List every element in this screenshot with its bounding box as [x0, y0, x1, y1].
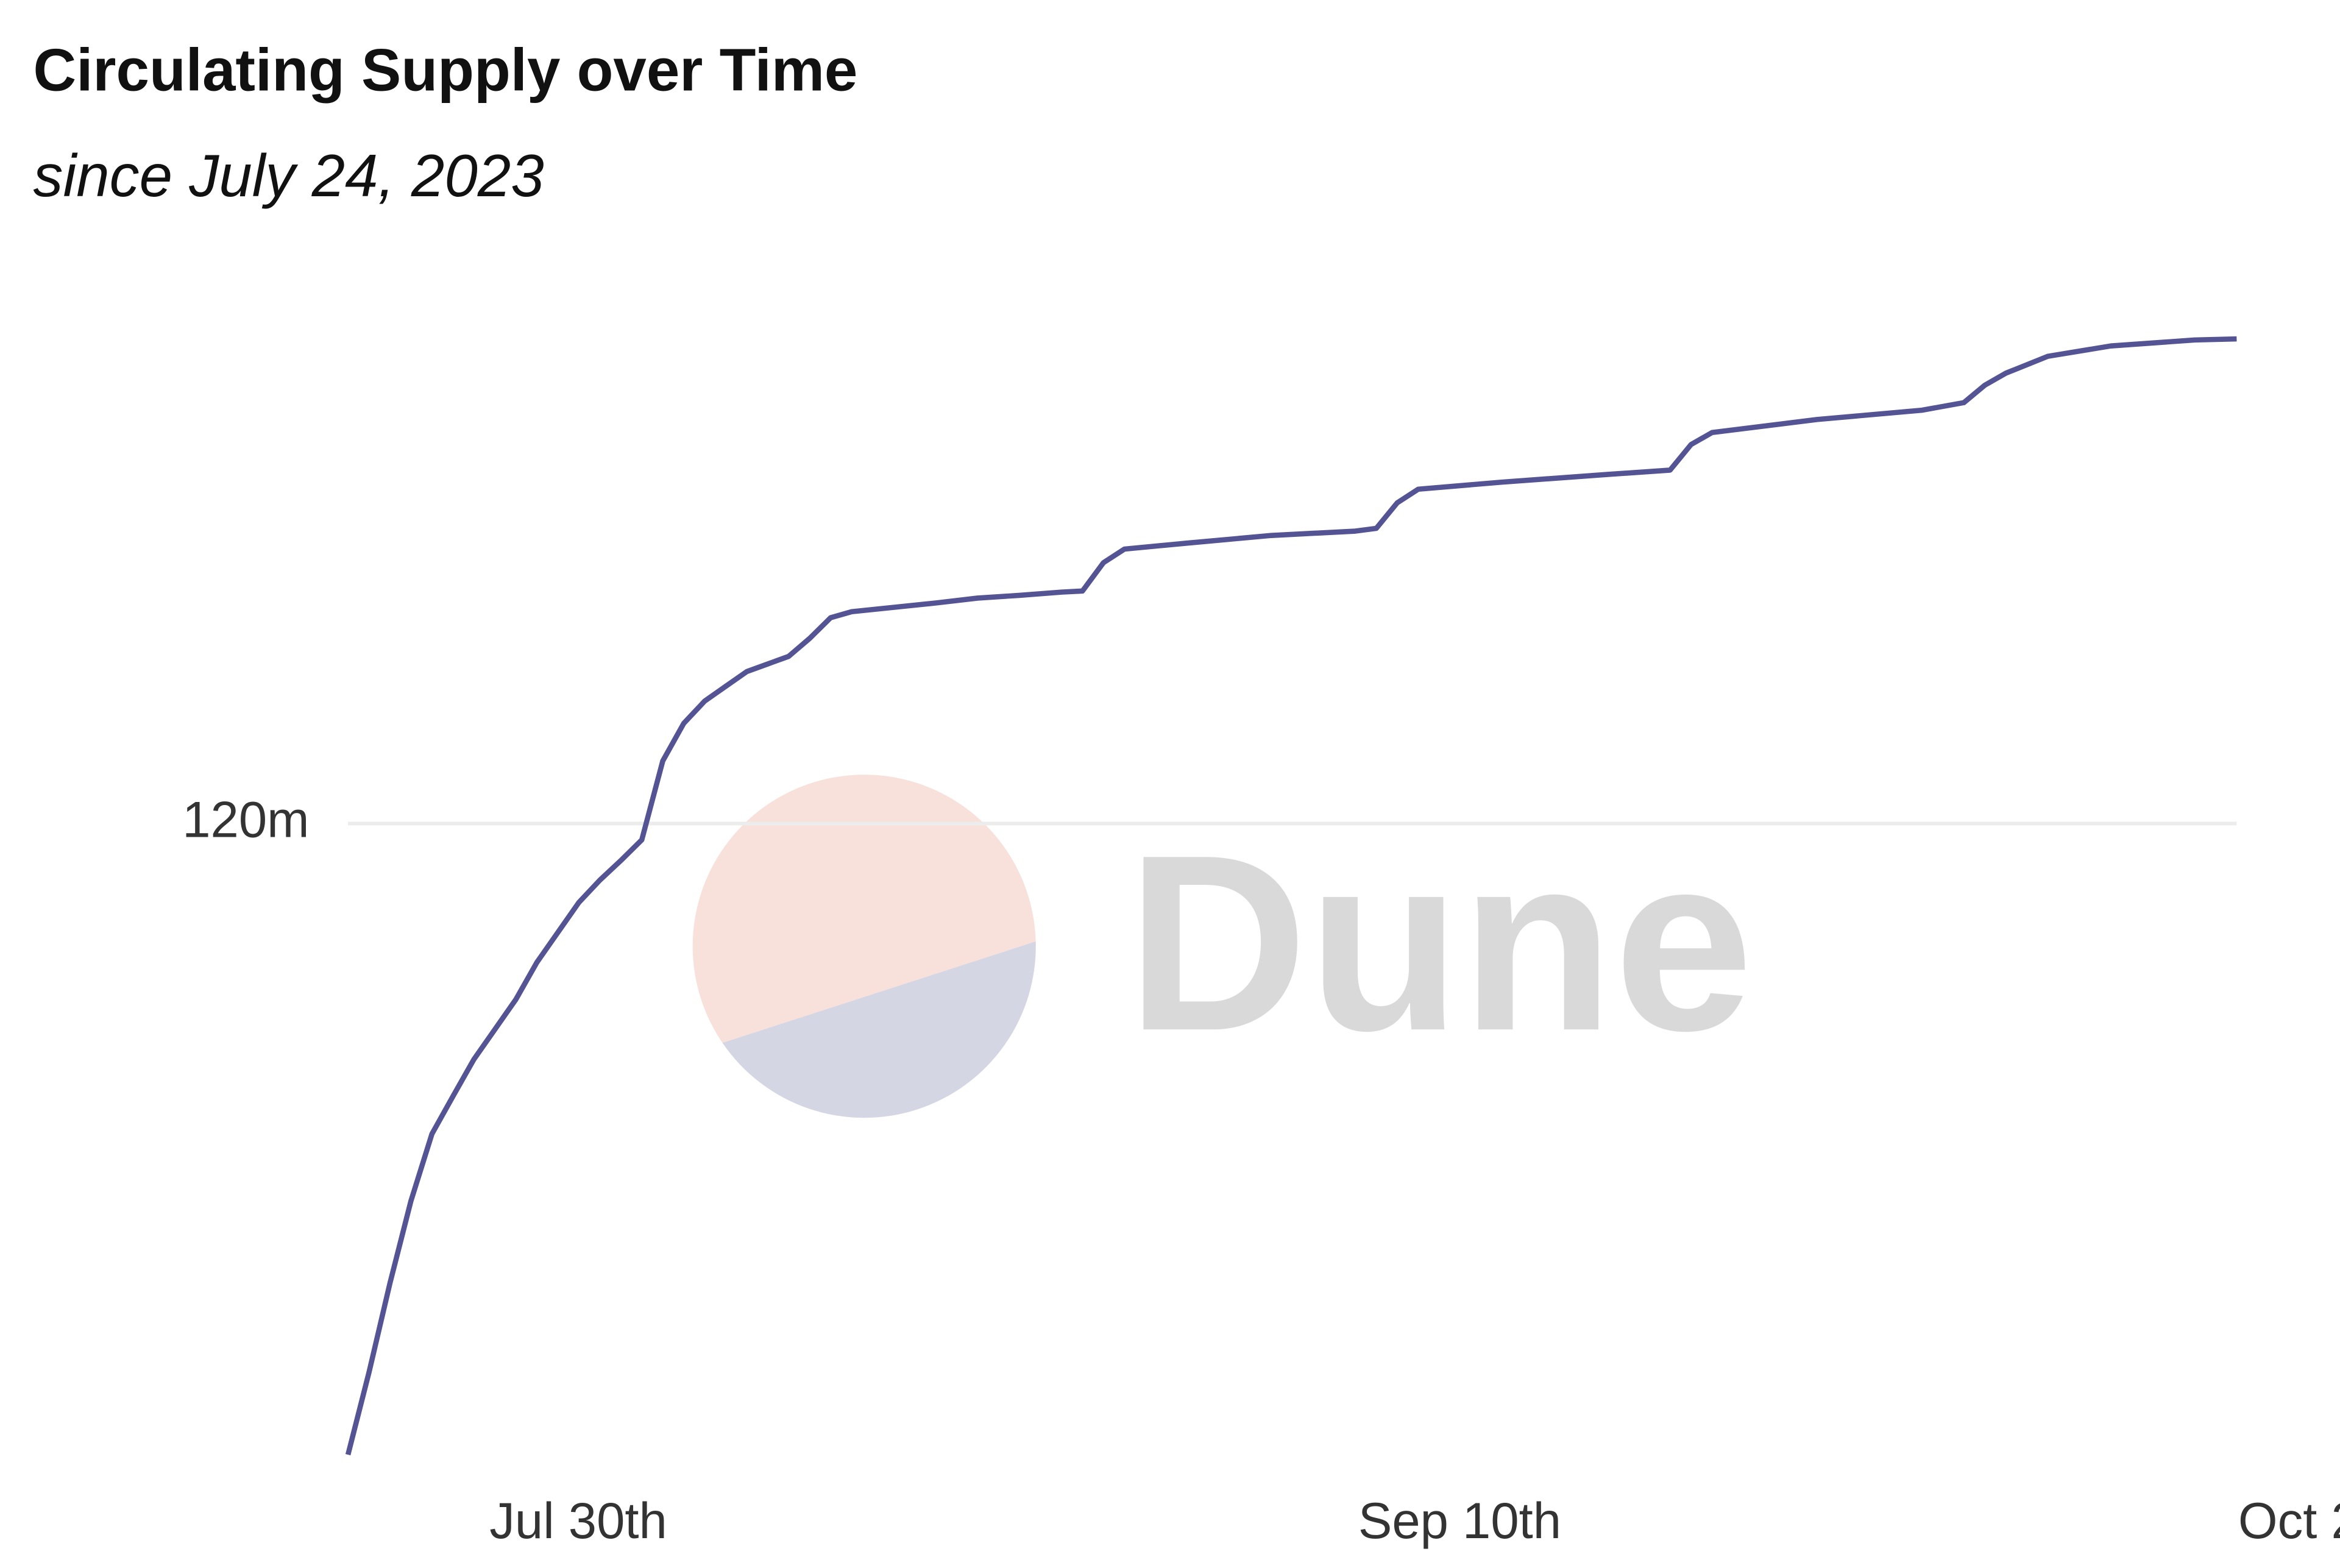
logo-top — [692, 775, 1036, 1043]
chart-subtitle: since July 24, 2023 — [34, 142, 544, 209]
watermark-logo — [692, 775, 1036, 1118]
y-tick-label: 120m — [182, 791, 309, 848]
x-tick-label: Sep 10th — [1358, 1492, 1561, 1549]
data-line — [345, 336, 2237, 1456]
x-tick-label: Oct 22nd — [2238, 1492, 2340, 1549]
chart-title: Circulating Supply over Time — [34, 36, 858, 103]
logo-bottom — [722, 941, 1036, 1118]
watermark: Dune — [1127, 803, 1753, 1083]
x-tick-label: Jul 30th — [489, 1492, 667, 1549]
